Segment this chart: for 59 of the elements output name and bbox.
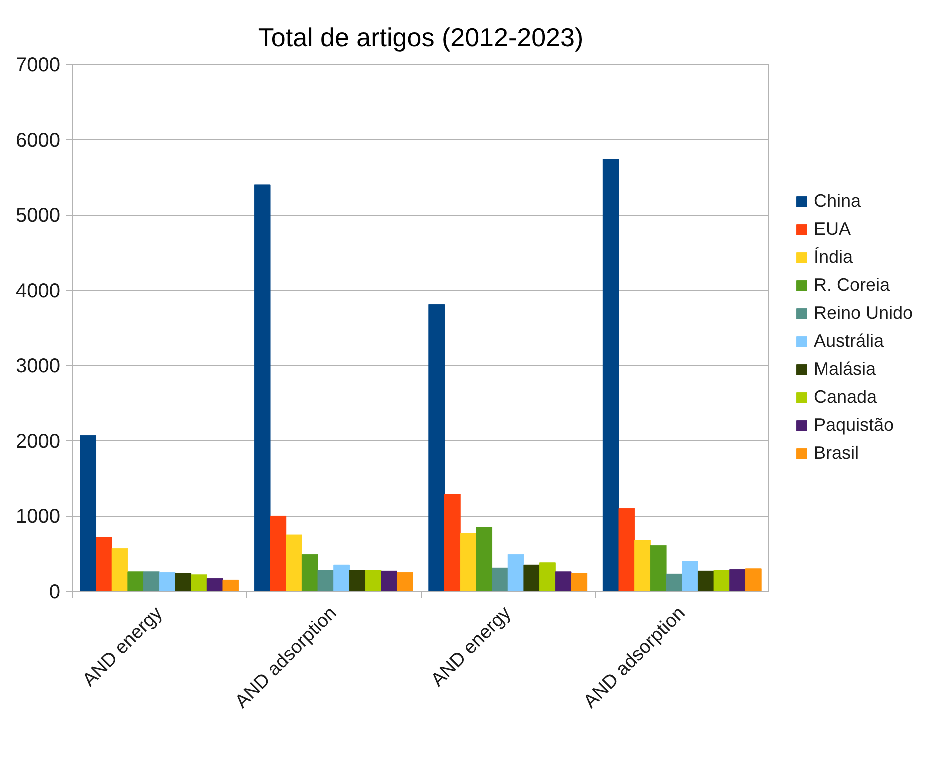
bar xyxy=(349,570,366,592)
bar xyxy=(492,568,508,592)
bar xyxy=(128,572,144,592)
bar xyxy=(396,572,414,592)
bar xyxy=(476,527,493,592)
bar xyxy=(634,540,651,592)
bar xyxy=(318,570,334,592)
bar xyxy=(714,570,730,592)
bar xyxy=(682,561,698,592)
bar xyxy=(254,184,271,592)
y-tick-label: 4000 xyxy=(16,280,61,302)
bar xyxy=(175,573,192,592)
bar xyxy=(286,534,302,592)
bar xyxy=(365,570,382,592)
legend-label: Malásia xyxy=(814,358,876,380)
bar xyxy=(206,578,224,592)
bar xyxy=(144,572,160,592)
legend-label: R. Coreia xyxy=(814,274,890,296)
bar xyxy=(270,516,287,592)
legend-label: Austrália xyxy=(814,330,884,352)
bar xyxy=(460,533,477,592)
bar xyxy=(112,548,128,592)
legend-label: Canada xyxy=(814,386,878,408)
y-tick-label: 1000 xyxy=(16,506,61,528)
bar xyxy=(745,568,762,592)
y-tick-label: 2000 xyxy=(16,430,61,453)
bar xyxy=(428,304,446,592)
bar xyxy=(96,537,112,592)
y-tick-label: 7000 xyxy=(16,54,61,76)
bar xyxy=(80,435,97,592)
bar xyxy=(381,570,398,592)
legend-label: Brasil xyxy=(814,442,860,464)
bar xyxy=(666,574,683,592)
y-tick-label: 5000 xyxy=(16,205,61,228)
bar xyxy=(524,564,540,592)
bar xyxy=(302,554,318,592)
bar xyxy=(730,569,746,592)
y-tick-label: 0 xyxy=(49,582,60,604)
legend-label: China xyxy=(814,190,862,212)
legend-label: Reino Unido xyxy=(814,302,914,324)
bar xyxy=(540,562,556,592)
bar xyxy=(334,564,350,592)
bar xyxy=(571,573,588,592)
bar xyxy=(159,572,176,592)
bar xyxy=(444,494,461,592)
bar xyxy=(508,554,524,592)
legend-label: Paquistão xyxy=(814,414,894,436)
bar xyxy=(602,159,620,592)
y-tick-label: 6000 xyxy=(16,130,61,152)
legend-label: EUA xyxy=(814,218,852,240)
bar xyxy=(555,572,572,592)
chart-title: Total de artigos (2012-2023) xyxy=(258,22,584,52)
bar xyxy=(191,574,208,592)
legend-label: Índia xyxy=(814,246,854,268)
bar xyxy=(618,508,636,592)
y-tick-label: 3000 xyxy=(16,356,61,378)
bar xyxy=(698,570,714,592)
bar xyxy=(650,545,667,592)
bar xyxy=(222,580,240,592)
